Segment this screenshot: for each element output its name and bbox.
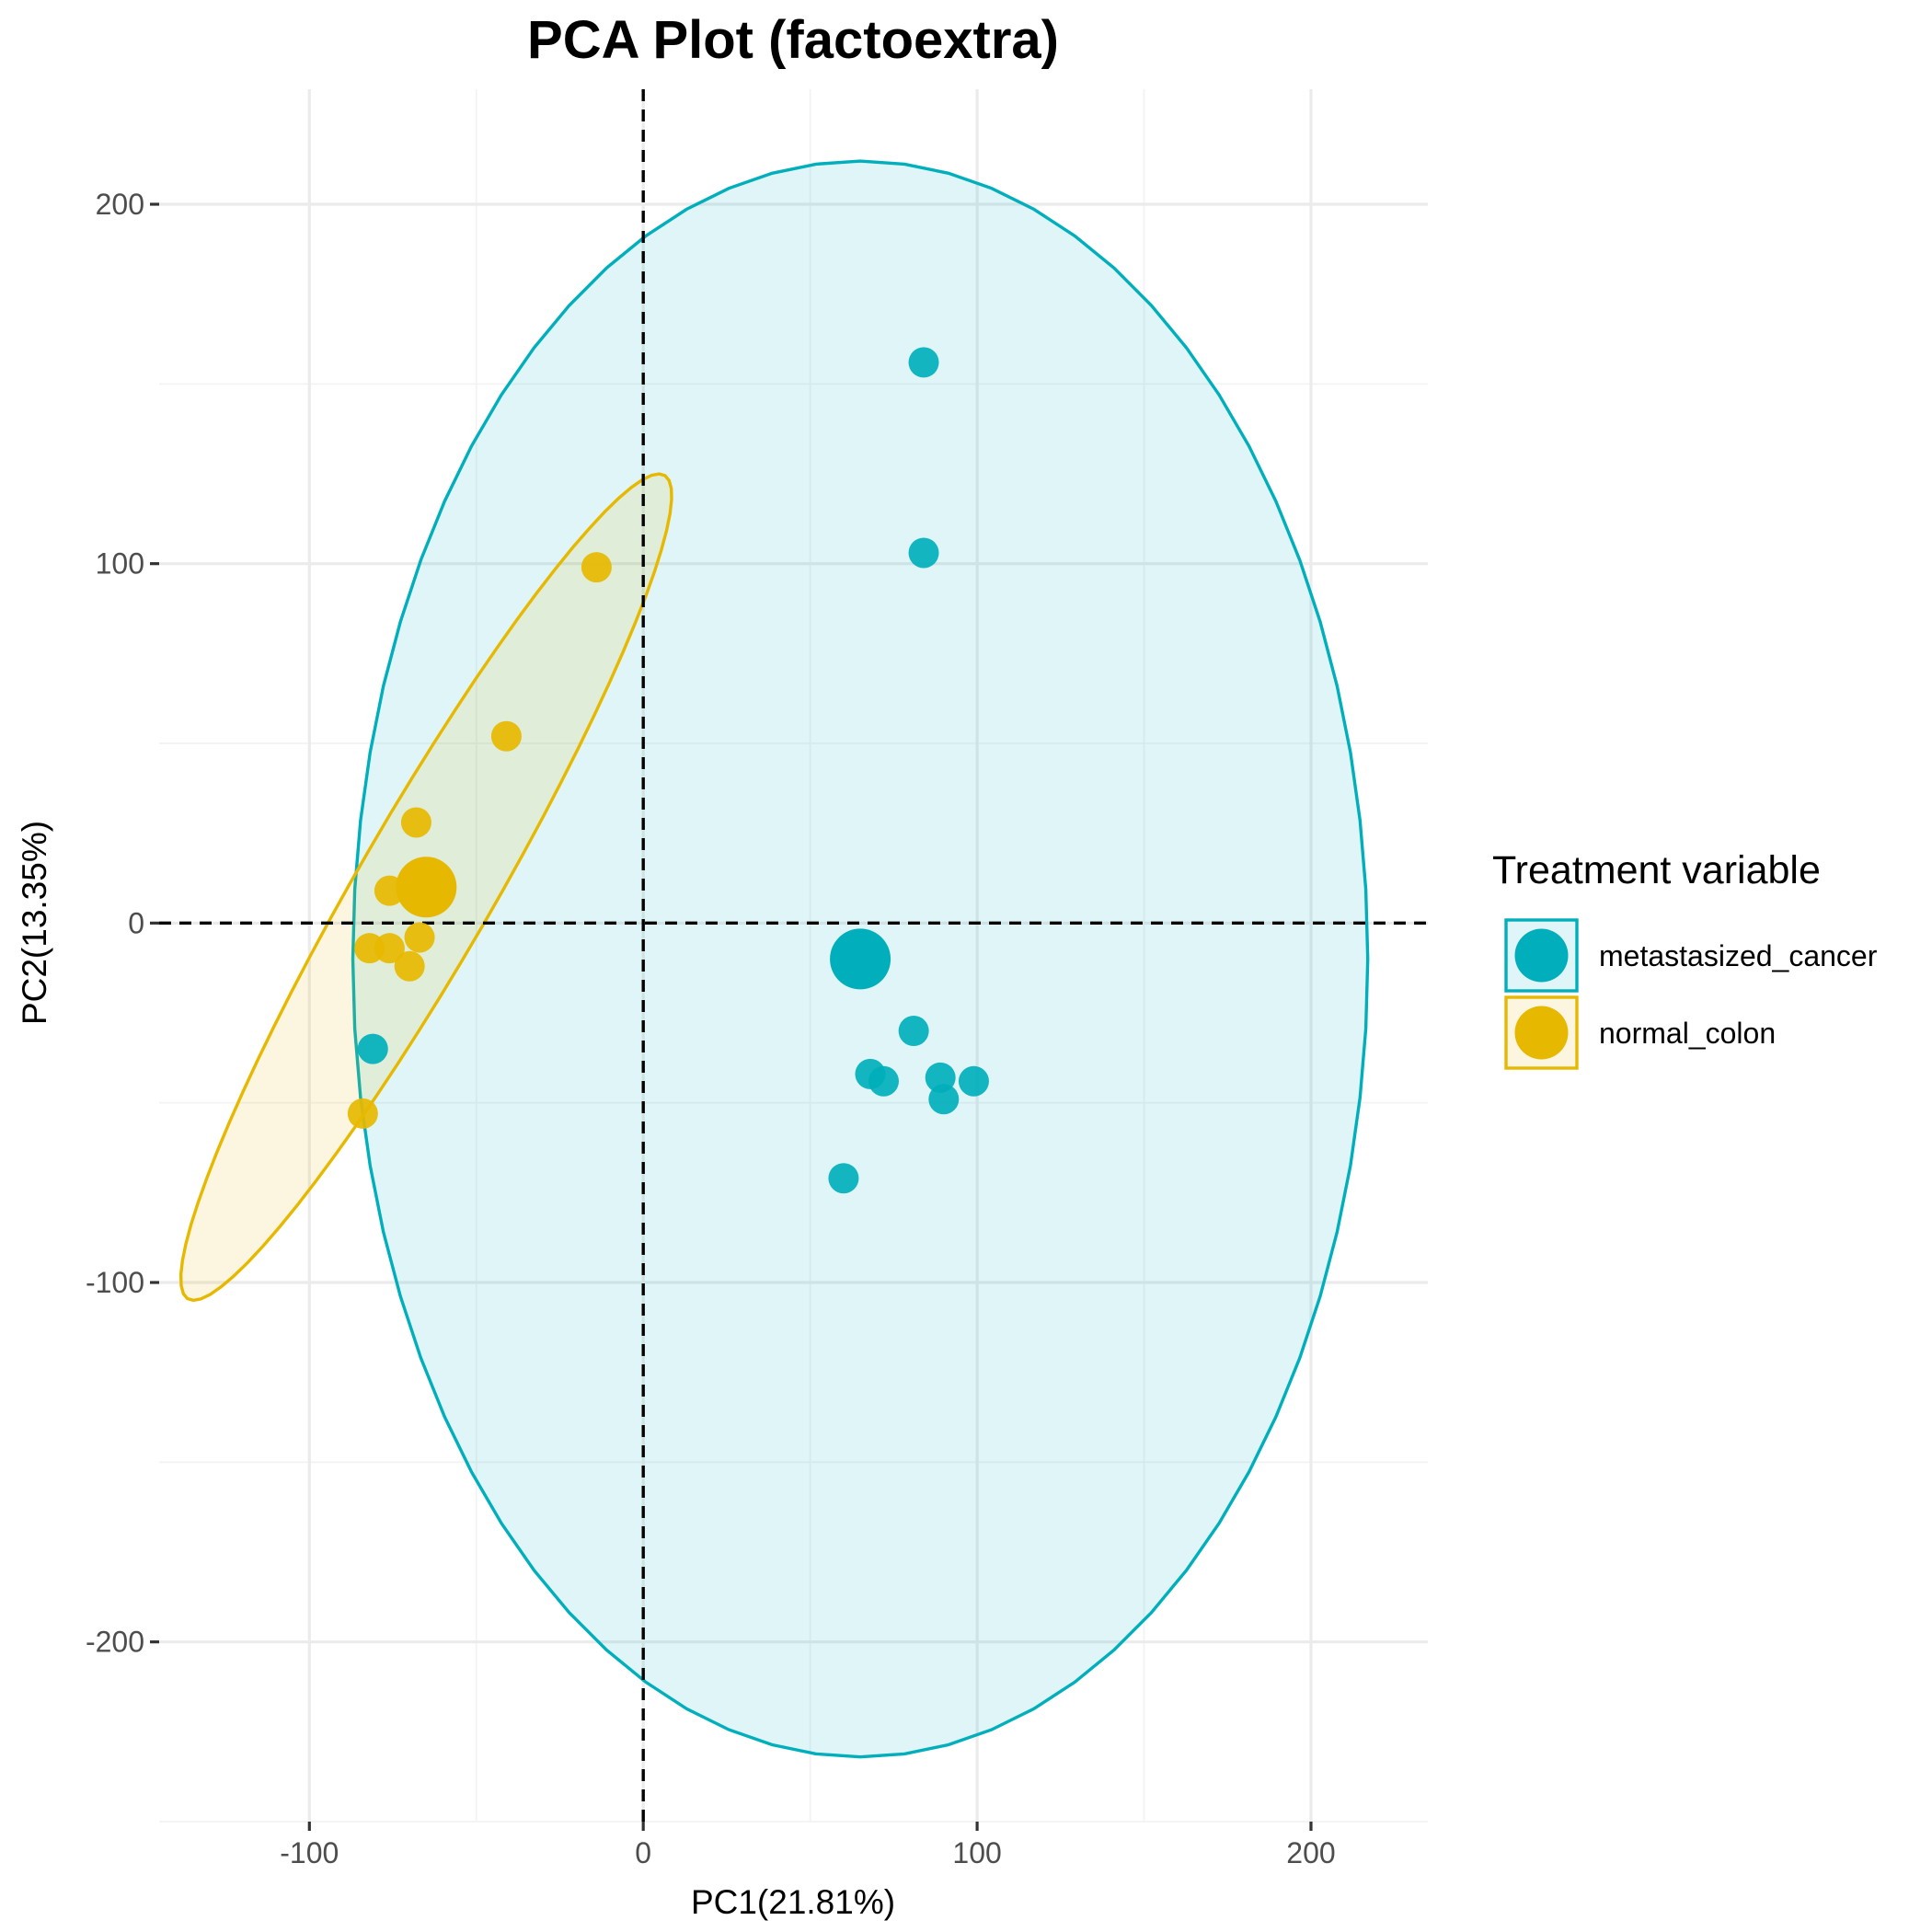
point-normal_colon xyxy=(347,1098,378,1129)
point-normal_colon xyxy=(581,552,612,583)
x-tick-label: 100 xyxy=(952,1836,1001,1869)
legend-key-normal_colon: normal_colon xyxy=(1504,995,1776,1070)
y-tick-label: -100 xyxy=(86,1266,144,1299)
x-tick-label: 200 xyxy=(1286,1836,1335,1869)
point-metastasized_cancer xyxy=(908,537,939,569)
centroid-metastasized_cancer xyxy=(830,928,891,990)
legend-label: metastasized_cancer xyxy=(1599,939,1878,972)
point-normal_colon xyxy=(394,950,425,982)
point-metastasized_cancer xyxy=(908,347,939,378)
y-tick-label: -200 xyxy=(86,1626,144,1659)
point-metastasized_cancer xyxy=(828,1163,859,1194)
legend-key-metastasized_cancer: metastasized_cancer xyxy=(1504,918,1878,993)
axis-ticks: -100 0 100 200 -200 -100 0 100 200 xyxy=(86,188,1336,1869)
data-points xyxy=(347,347,989,1194)
legend: Treatment variable metastasized_cancerno… xyxy=(1492,848,1878,1070)
x-axis-label: PC1(21.81%) xyxy=(691,1883,895,1921)
point-metastasized_cancer xyxy=(357,1033,388,1064)
point-metastasized_cancer xyxy=(898,1016,929,1047)
reference-lines xyxy=(159,89,1428,1822)
chart-title: PCA Plot (factoextra) xyxy=(527,10,1059,70)
point-metastasized_cancer xyxy=(928,1084,960,1115)
point-normal_colon xyxy=(354,933,385,964)
y-tick-label: 100 xyxy=(96,547,144,581)
point-metastasized_cancer xyxy=(958,1065,989,1097)
point-metastasized_cancer xyxy=(868,1065,899,1097)
y-tick-label: 200 xyxy=(96,188,144,221)
y-axis-label: PC2(13.35%) xyxy=(16,821,53,1025)
x-tick-label: 0 xyxy=(635,1836,651,1869)
y-tick-label: 0 xyxy=(128,906,144,939)
point-normal_colon xyxy=(490,720,522,752)
point-normal_colon xyxy=(400,807,431,838)
centroid-normal_colon xyxy=(396,857,457,918)
point-normal_colon xyxy=(404,922,435,953)
legend-label: normal_colon xyxy=(1599,1017,1776,1050)
legend-dot xyxy=(1514,928,1569,983)
legend-title: Treatment variable xyxy=(1492,848,1821,892)
x-tick-label: -100 xyxy=(280,1836,339,1869)
legend-dot xyxy=(1514,1006,1569,1060)
